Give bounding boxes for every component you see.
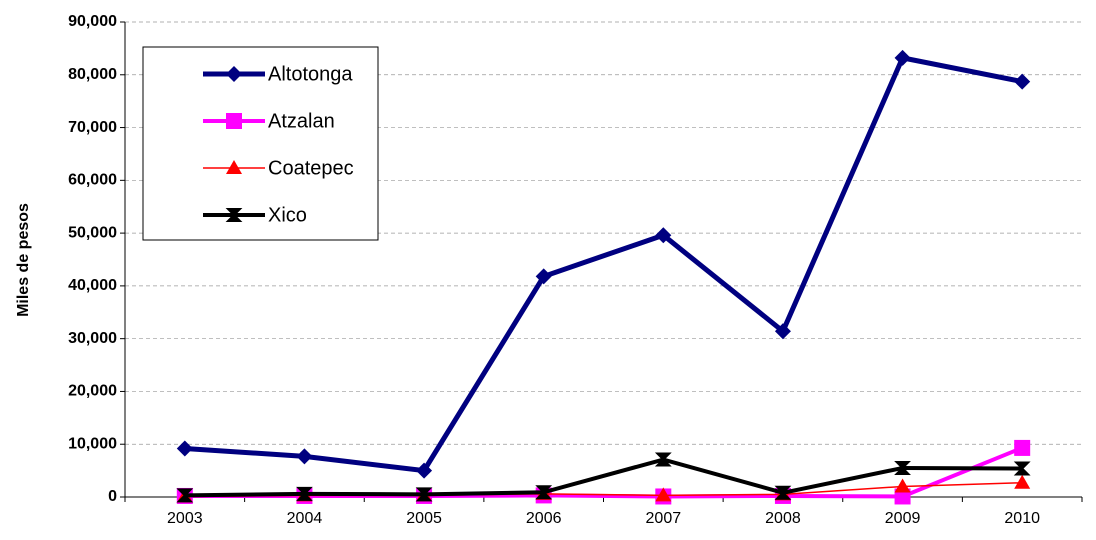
- marker: [655, 227, 672, 244]
- legend-box: [142, 46, 379, 241]
- legend-label: Coatepec: [268, 157, 354, 179]
- y-tick-label: 50,000: [68, 224, 117, 241]
- marker: [774, 323, 791, 340]
- y-tick-label: 70,000: [68, 119, 117, 136]
- x-tick-label: 2009: [885, 510, 921, 527]
- marker: [1014, 439, 1031, 456]
- y-tick-label: 20,000: [68, 383, 117, 400]
- marker: [535, 485, 553, 500]
- marker: [296, 486, 313, 501]
- x-tick-label: 2005: [406, 510, 442, 527]
- y-tick-label: 80,000: [68, 66, 117, 83]
- y-axis-title: Miles de pesos: [15, 203, 32, 317]
- marker: [894, 460, 911, 475]
- marker: [535, 268, 552, 285]
- y-tick-label: 10,000: [68, 435, 117, 452]
- marker: [176, 488, 194, 503]
- y-tick-label: 0: [108, 488, 117, 505]
- x-tick-label: 2003: [167, 510, 203, 527]
- legend-label: Xico: [268, 204, 307, 226]
- marker: [894, 488, 911, 505]
- marker: [655, 487, 672, 502]
- marker: [1014, 73, 1031, 90]
- marker: [226, 66, 242, 82]
- y-tick-label: 30,000: [68, 330, 117, 347]
- y-tick-label: 40,000: [68, 277, 117, 294]
- x-tick-label: 2008: [765, 510, 801, 527]
- marker: [176, 440, 193, 457]
- x-tick-label: 2007: [646, 510, 682, 527]
- marker: [226, 113, 242, 129]
- marker: [226, 160, 242, 174]
- legend-label: Atzalan: [268, 110, 335, 132]
- y-tick-label: 60,000: [68, 172, 117, 189]
- series: [176, 49, 1031, 479]
- marker: [225, 208, 243, 222]
- series: [176, 452, 1031, 503]
- marker: [416, 462, 433, 479]
- legend-label: Altotonga: [268, 63, 353, 85]
- marker: [774, 485, 792, 500]
- y-tick-label: 90,000: [68, 13, 117, 30]
- marker: [415, 487, 433, 502]
- marker: [1013, 461, 1031, 476]
- marker: [654, 452, 672, 467]
- x-tick-label: 2006: [526, 510, 562, 527]
- marker: [894, 478, 911, 493]
- marker: [296, 448, 313, 465]
- x-tick-label: 2004: [287, 510, 323, 527]
- marker: [894, 49, 911, 66]
- line: [184, 457, 1023, 498]
- x-tick-label: 2010: [1004, 510, 1040, 527]
- line: [184, 55, 1023, 474]
- marker: [1014, 474, 1031, 489]
